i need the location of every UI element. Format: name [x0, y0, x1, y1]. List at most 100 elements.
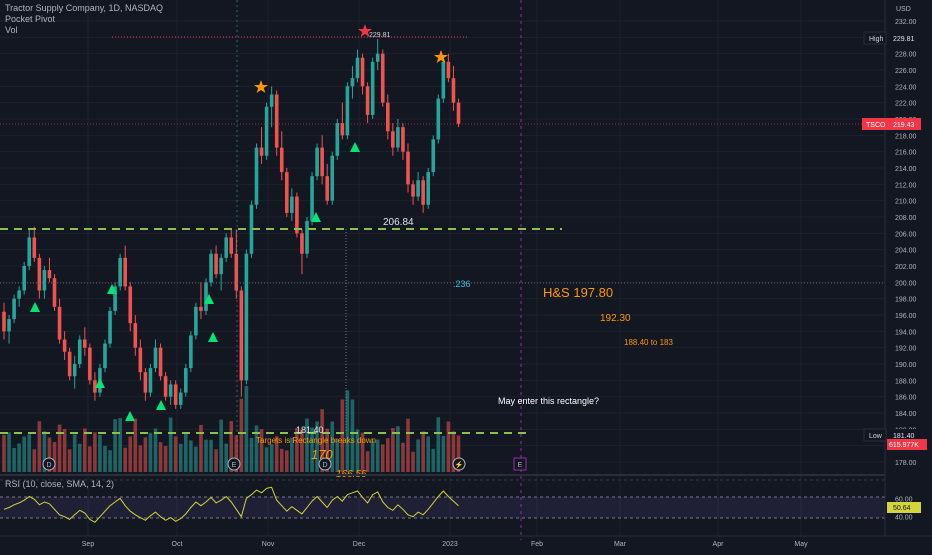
pocket-pivot-marker-icon	[311, 212, 321, 222]
price-tick-label: 206.00	[895, 231, 917, 238]
candle-body	[17, 290, 21, 299]
rsi-line[interactable]	[3, 486, 459, 523]
pocket-pivot-marker-icon	[125, 411, 135, 421]
event-badge-label: D	[322, 462, 327, 469]
volume-bar	[249, 437, 254, 472]
candle-body	[214, 253, 218, 275]
time-tick-label: Nov	[262, 541, 275, 548]
price-tick-label: 224.00	[895, 84, 917, 91]
volume-bar	[254, 425, 259, 472]
price-tick-label: 194.00	[895, 329, 917, 336]
volume-bar	[214, 449, 218, 472]
volume-bar	[138, 445, 143, 472]
chart-legend[interactable]: Tractor Supply Company, 1D, NASDAQ Pocke…	[5, 3, 163, 36]
price-tick-label: 232.00	[895, 19, 917, 26]
event-badge-label: E	[232, 462, 237, 469]
volume-bar	[406, 418, 410, 472]
neckline-label: 206.84	[383, 217, 414, 228]
vol-value-box	[887, 439, 927, 450]
pocket-pivot-marker-icon	[107, 284, 117, 294]
candle-body	[108, 310, 112, 344]
volume-bar	[431, 448, 436, 472]
legend-indicator-volume[interactable]: Vol	[5, 25, 18, 35]
volume-bar	[264, 447, 269, 472]
event-badges[interactable]: D E D ⚡ E	[42, 457, 527, 471]
volume-bar	[52, 442, 57, 472]
ticker-badge	[862, 118, 887, 130]
volume-bar	[123, 447, 127, 472]
volume-bar	[305, 418, 309, 472]
candle-body	[360, 57, 365, 87]
dividend-event-icon	[318, 457, 332, 471]
volume-bar	[7, 432, 11, 472]
time-tick-label: Sep	[82, 541, 95, 548]
candle-body	[52, 278, 57, 307]
candle-body	[47, 270, 52, 279]
volume-bar	[37, 421, 42, 472]
time-tick-label: 2023	[442, 541, 458, 548]
candle-body	[72, 364, 77, 377]
candle-body	[224, 237, 228, 258]
candle-body	[446, 61, 451, 79]
price-tick-label: 184.00	[895, 411, 917, 418]
time-axis[interactable]: Sep Oct Nov Dec 2023 Feb Mar Apr May	[82, 541, 808, 548]
candle-body	[350, 78, 355, 87]
candle-body	[7, 319, 11, 332]
legend-title[interactable]: Tractor Supply Company, 1D, NASDAQ	[5, 3, 164, 13]
volume-bar	[118, 418, 122, 472]
candle-body	[290, 196, 294, 213]
candle-body	[375, 53, 380, 62]
legend-indicator-pocket-pivot[interactable]: Pocket Pivot	[5, 14, 56, 24]
volume-bar	[436, 417, 441, 472]
volume-bar	[421, 431, 425, 472]
volume-bar	[143, 437, 148, 472]
candle-body	[335, 123, 340, 156]
volume-bar	[234, 435, 239, 472]
target-text: Targets is Rectangle breaks down	[256, 436, 376, 445]
price-ticks: 232.00230.00228.00226.00224.00222.00220.…	[895, 19, 917, 467]
candle-body	[148, 368, 153, 393]
candle-body	[300, 233, 304, 254]
candle-body	[436, 98, 441, 140]
pocket-pivot-marker-icon	[208, 332, 218, 342]
time-tick-label: Feb	[531, 541, 543, 548]
candle-body	[103, 343, 107, 369]
candle-body	[320, 147, 324, 177]
low-value-box	[887, 429, 921, 441]
volume-bar	[441, 436, 446, 472]
volume-bar	[17, 443, 21, 472]
candle-body	[42, 270, 47, 291]
price-tick-label: 228.00	[895, 52, 917, 59]
candle-body	[239, 290, 244, 381]
currency-label: USD	[896, 6, 911, 13]
candle-body	[365, 86, 370, 115]
candle-body	[143, 372, 148, 393]
volume-bar	[416, 439, 420, 472]
candle-body	[209, 253, 213, 283]
price-tick-label: 200.00	[895, 280, 917, 287]
price-tick-label: 196.00	[895, 313, 917, 320]
candle-body	[396, 127, 400, 148]
candle-body	[340, 123, 345, 136]
high-value-box	[887, 32, 921, 44]
candle-body	[204, 282, 208, 311]
ticker-label: TSCO	[866, 122, 886, 129]
volume-bar	[401, 442, 405, 472]
price-tick-label: 192.00	[895, 346, 917, 353]
candle-body	[168, 384, 173, 397]
candle-body	[431, 139, 436, 173]
rsi-legend: RSI (10, close, SMA, 14, 2)	[5, 479, 114, 489]
volume-bar	[32, 449, 37, 472]
candle-body	[274, 94, 279, 148]
volume-bar	[27, 434, 32, 472]
candle-body	[113, 286, 117, 311]
price-tick-label: 218.00	[895, 133, 917, 140]
star-icon-left	[254, 80, 268, 93]
candle-body	[57, 306, 62, 340]
volume-bar	[229, 421, 234, 472]
candle-body	[411, 184, 415, 197]
volume-bar	[350, 399, 355, 472]
candle-body	[128, 286, 133, 324]
